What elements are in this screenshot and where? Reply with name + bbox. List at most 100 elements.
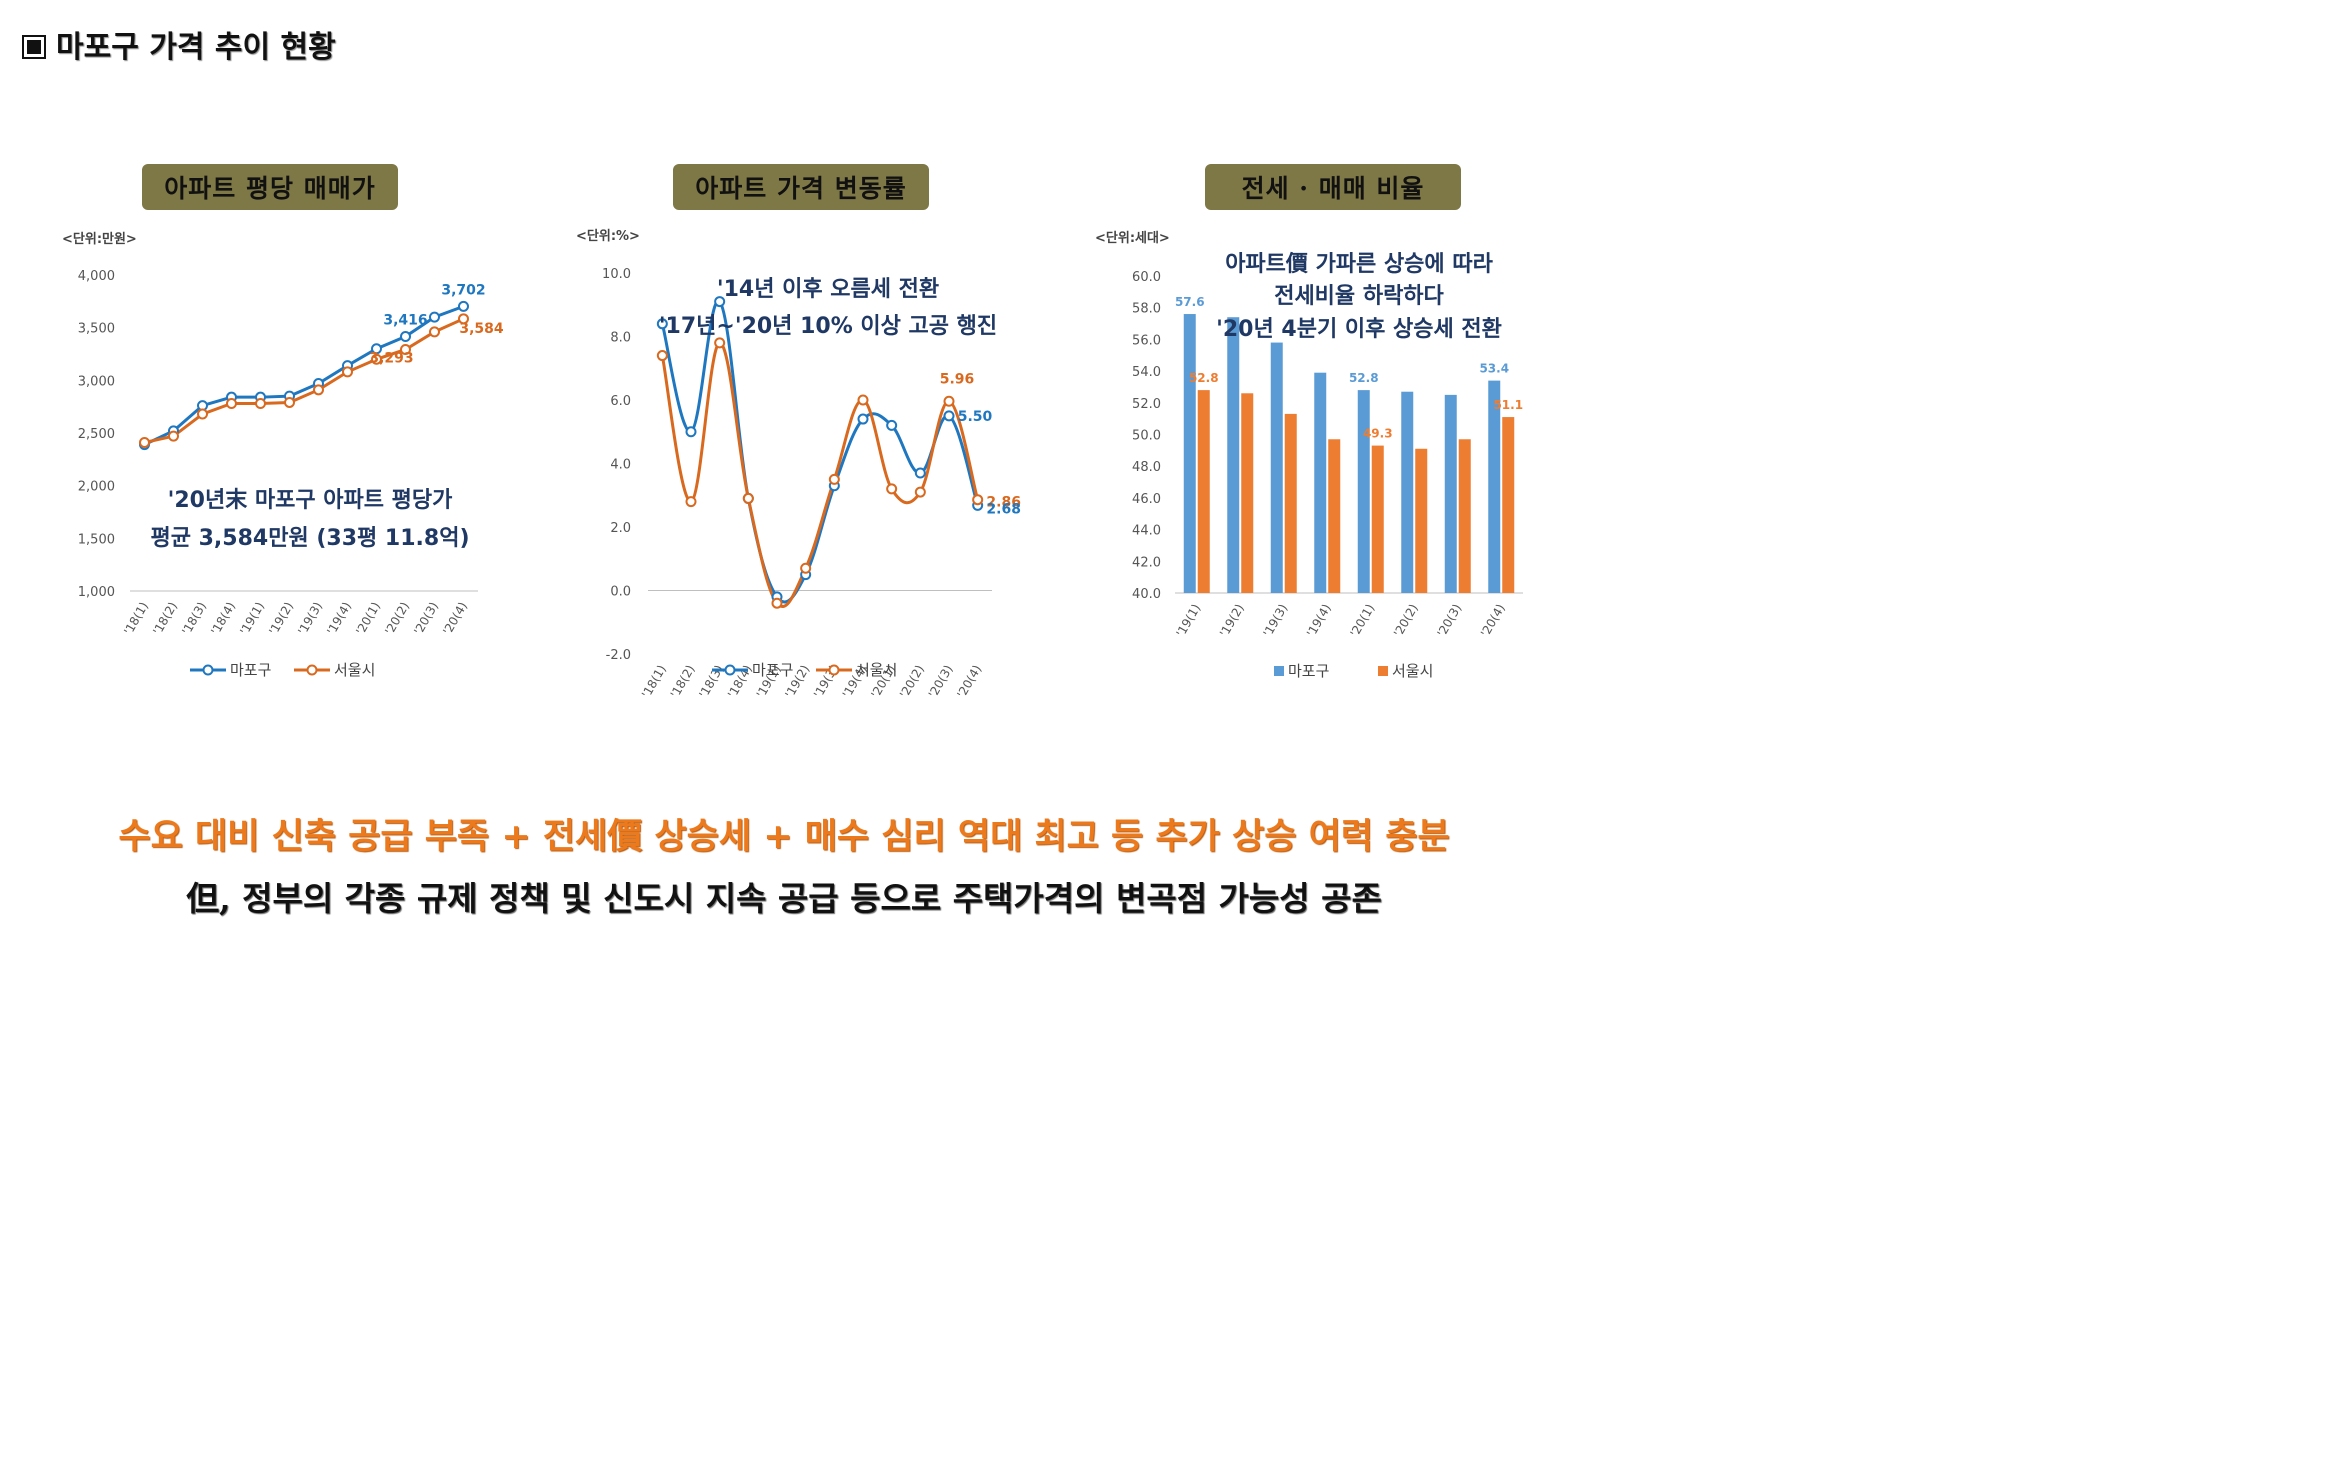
chart1-point-seoul bbox=[168, 430, 179, 442]
chart2-line-seoul bbox=[660, 341, 980, 608]
chart1-y-tick-label: 3,500 bbox=[78, 322, 115, 337]
chart3-y-tick-label: 52.0 bbox=[1132, 397, 1161, 412]
chart2-data-label: 5.50 bbox=[958, 409, 993, 425]
chart2-line-mapo bbox=[660, 299, 980, 604]
chart1-line-mapo bbox=[143, 304, 465, 446]
chart3-x-tick-label: '19(3) bbox=[1260, 602, 1290, 640]
chart1-y-tick-label: 1,000 bbox=[78, 585, 115, 600]
chart3-unit-label: <단위:세대> bbox=[1095, 230, 1170, 246]
chart2-x-tick-label: '18(3) bbox=[696, 663, 726, 701]
chart1-y-tick-label: 3,000 bbox=[78, 374, 115, 389]
chart1-y-tick-label: 1,500 bbox=[78, 532, 115, 547]
chart3-data-label: 52.8 bbox=[1189, 371, 1219, 385]
chart2-point-seoul bbox=[656, 350, 668, 362]
chart3-x-tick-label: '20(1) bbox=[1347, 602, 1377, 640]
chart2-y-tick-label: 4.0 bbox=[610, 458, 631, 473]
chart2-point-mapo bbox=[857, 413, 869, 425]
chart2-y-tick-label: 2.0 bbox=[610, 521, 631, 536]
chart1-legend-marker bbox=[306, 664, 318, 676]
chart3-data-label: 53.4 bbox=[1479, 362, 1509, 376]
chart3-note-line: 전세비율 하락하다 bbox=[1274, 284, 1444, 309]
chart1-note-line: '20년末 마포구 아파트 평당가 bbox=[168, 488, 453, 513]
chart3-bar-seoul bbox=[1197, 390, 1210, 593]
chart2-x-tick-label: '20(3) bbox=[926, 663, 956, 701]
chart3-bar-mapo bbox=[1401, 391, 1414, 593]
chart1-x-tick-label: '18(4) bbox=[208, 600, 238, 638]
chart1-point-seoul bbox=[139, 436, 150, 448]
chart1-data-label: 3,584 bbox=[459, 321, 504, 337]
chart2-point-seoul bbox=[714, 337, 726, 349]
chart1-point-mapo bbox=[458, 300, 469, 312]
chart3-bar-mapo bbox=[1227, 317, 1240, 593]
chart3-y-tick-label: 56.0 bbox=[1132, 333, 1161, 348]
chart1-point-seoul bbox=[255, 398, 266, 410]
chart3-data-label: 51.1 bbox=[1493, 398, 1523, 412]
chart3-note-line: 아파트價 가파른 상승에 따라 bbox=[1225, 252, 1493, 277]
chart3-legend-swatch bbox=[1274, 666, 1284, 676]
chart3-data-label: 57.6 bbox=[1175, 295, 1205, 309]
price-per-pyeong-chart: <단위:만원> 1,000 1,500 2,000 2,500 3,000 3,500 4,0… bbox=[62, 228, 1523, 701]
chart1-x-tick-label: '18(3) bbox=[179, 600, 209, 638]
chart1-point-mapo bbox=[429, 311, 440, 323]
chart2-x-tick-label: '18(2) bbox=[668, 663, 698, 701]
chart2-point-seoul bbox=[742, 492, 754, 504]
chart3-y-tick-label: 58.0 bbox=[1132, 302, 1161, 317]
chart2-y-tick-label: 10.0 bbox=[602, 267, 631, 282]
chart2-legend-marker bbox=[828, 664, 840, 676]
chart2-note-line: '17년~'20년 10% 이상 고공 행진 bbox=[659, 314, 997, 339]
page-title: 마포구 가격 추이 현황 bbox=[22, 22, 336, 66]
chart1-point-mapo bbox=[400, 331, 411, 343]
chart1-x-tick-label: '18(2) bbox=[150, 600, 180, 638]
chart2-unit-label: <단위:%> bbox=[576, 228, 640, 244]
chart1-x-tick-label: '20(4) bbox=[440, 600, 470, 638]
chart3-bar-seoul bbox=[1328, 439, 1341, 593]
chart3-bar-mapo bbox=[1488, 380, 1501, 593]
chart1-point-seoul bbox=[458, 313, 469, 325]
chart1-x-tick-label: '20(3) bbox=[411, 600, 441, 638]
chart1-header: 아파트 평당 매매가 bbox=[142, 164, 398, 210]
chart2-y-tick-label: -2.0 bbox=[606, 648, 631, 663]
chart1-point-seoul bbox=[313, 384, 324, 396]
chart3-bar-mapo bbox=[1270, 342, 1283, 593]
chart2-point-mapo bbox=[714, 296, 726, 308]
chart1-point-seoul bbox=[400, 343, 411, 355]
chart3-header: 전세 · 매매 비율 bbox=[1205, 164, 1461, 210]
chart1-y-tick-label: 4,000 bbox=[78, 269, 115, 284]
chart3-note-line: '20년 4분기 이후 상승세 전환 bbox=[1216, 317, 1502, 342]
chart3-y-tick-label: 60.0 bbox=[1132, 270, 1161, 285]
chart2-legend-marker bbox=[724, 664, 736, 676]
chart3-y-tick-label: 48.0 bbox=[1132, 460, 1161, 475]
chart2-y-tick-label: 0.0 bbox=[610, 585, 631, 600]
summary-line-2: 但, 정부의 각종 규제 정책 및 신도시 지속 공급 등으로 주택가격의 변곡… bbox=[186, 879, 1382, 918]
chart3-bar-seoul bbox=[1502, 417, 1515, 593]
chart1-point-seoul bbox=[197, 408, 208, 420]
chart2-point-seoul bbox=[685, 496, 697, 508]
chart2-header: 아파트 가격 변동률 bbox=[673, 164, 929, 210]
chart1-y-tick-label: 2,500 bbox=[78, 427, 115, 442]
chart3-x-tick-label: '20(4) bbox=[1478, 602, 1508, 640]
chart1-data-label: 3,702 bbox=[441, 282, 485, 298]
chart2-legend-label: 서울시 bbox=[856, 661, 897, 679]
chart2-data-label: 2.86 bbox=[986, 495, 1021, 511]
chart2-point-seoul bbox=[857, 394, 869, 406]
chart3-y-tick-label: 46.0 bbox=[1132, 492, 1161, 507]
chart3-y-tick-label: 44.0 bbox=[1132, 524, 1161, 539]
chart1-unit-label: <단위:만원> bbox=[62, 231, 137, 247]
chart3-x-tick-label: '20(3) bbox=[1434, 602, 1464, 640]
chart3-x-tick-label: '20(2) bbox=[1391, 602, 1421, 640]
chart3-data-label: 49.3 bbox=[1363, 427, 1393, 441]
chart2-data-label: 5.96 bbox=[940, 371, 975, 387]
chart1-legend-label: 서울시 bbox=[334, 661, 375, 679]
chart2-point-seoul bbox=[771, 597, 783, 609]
chart1-point-mapo bbox=[371, 343, 382, 355]
chart2-point-seoul bbox=[914, 486, 926, 498]
chart2-x-tick-label: '20(2) bbox=[897, 663, 927, 701]
chart3-x-tick-label: '19(2) bbox=[1217, 602, 1247, 640]
chart2-y-tick-label: 8.0 bbox=[610, 331, 631, 346]
chart2-x-tick-label: '20(4) bbox=[954, 663, 984, 701]
chart1-point-seoul bbox=[342, 366, 353, 378]
chart1-data-label: 3,293 bbox=[369, 350, 413, 366]
chart1-point-seoul bbox=[284, 396, 295, 408]
chart1-x-tick-label: '19(3) bbox=[295, 600, 325, 638]
chart3-bar-mapo bbox=[1357, 390, 1370, 593]
